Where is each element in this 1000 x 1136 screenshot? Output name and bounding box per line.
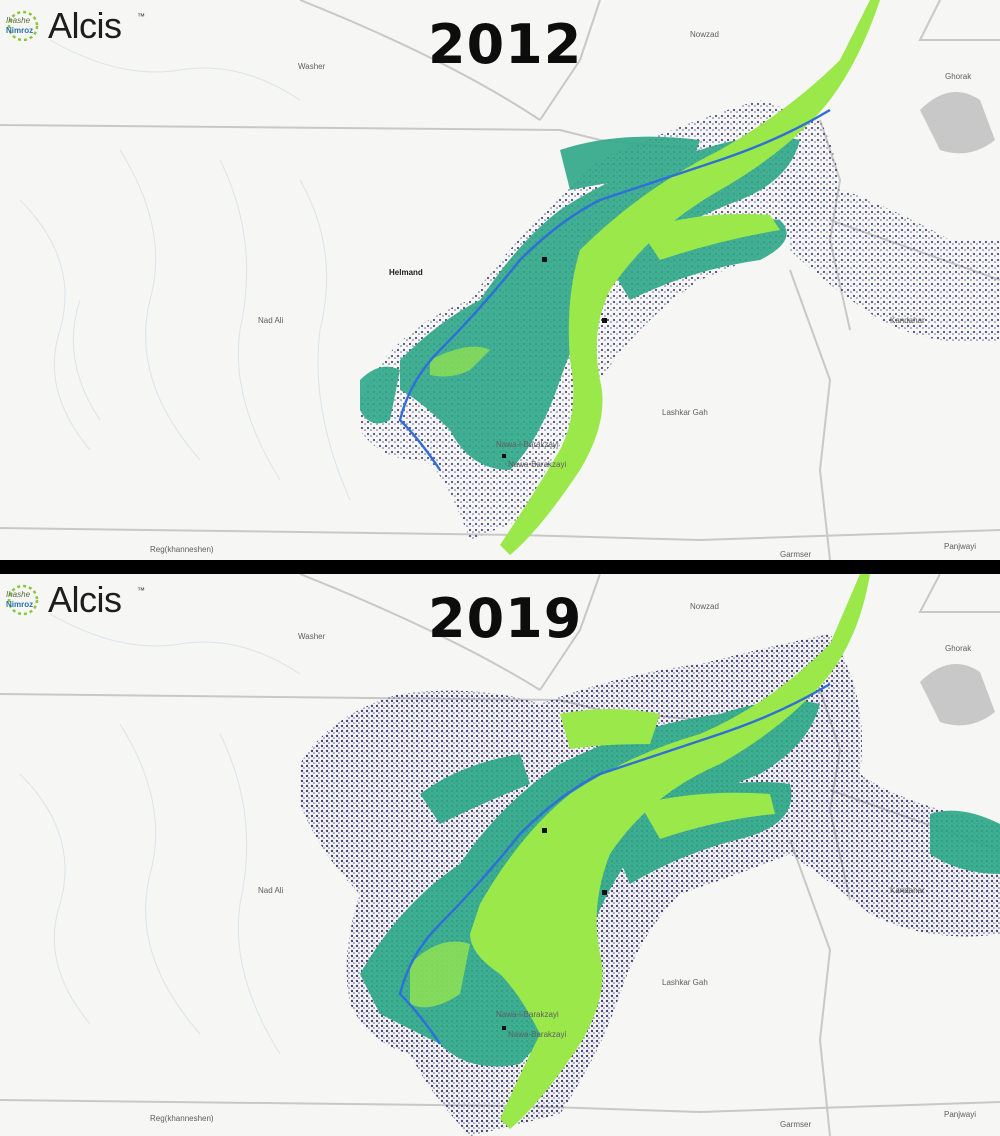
alcis-logo: Ihashe Nimroz Alcis ™ — [4, 580, 154, 620]
place-label-washer: Washer — [298, 632, 326, 641]
year-label: 2012 — [428, 13, 583, 76]
logo-subtext-top: Ihashe — [6, 16, 31, 25]
place-label-helmand: Helmand — [389, 268, 423, 277]
place-label-nawa-i-barakzayi: Nawa-i-Barakzayi — [496, 440, 559, 449]
cultivation-map-2012 — [0, 0, 1000, 560]
logo-wordmark: Alcis — [48, 5, 122, 46]
place-label-nawa-i-barakzayi: Nawa-i-Barakzayi — [496, 1010, 559, 1019]
alcis-logo-ring-icon — [7, 584, 39, 616]
place-label-nawa-barakzayi: Nawa-Barakzayi — [508, 1030, 567, 1039]
place-label-washer: Washer — [298, 62, 326, 71]
place-label-panjwayi: Panjwayi — [944, 542, 977, 551]
alcis-logo-ring-icon — [7, 10, 39, 42]
map-panel-2012: Ihashe Nimroz Alcis ™ 2012 Nowzad Washer… — [0, 0, 1000, 560]
place-label-nad-ali: Nad Ali — [258, 886, 284, 895]
logo-wordmark: Alcis — [48, 579, 122, 620]
panel-divider — [0, 560, 1000, 574]
place-label-kandahar: Kandahar — [890, 316, 925, 325]
place-label-garmser: Garmser — [780, 1120, 812, 1129]
place-label-ghorak: Ghorak — [945, 644, 972, 653]
place-label-nad-ali: Nad Ali — [258, 316, 284, 325]
alcis-logo: Ihashe Nimroz Alcis ™ — [4, 6, 154, 46]
place-label-lashkar-gah: Lashkar Gah — [662, 978, 708, 987]
place-label-nowzad: Nowzad — [690, 602, 719, 611]
logo-trademark: ™ — [137, 12, 145, 21]
logo-subtext-top: Ihashe — [6, 590, 31, 599]
map-panel-2019: Ihashe Nimroz Alcis ™ 2019 Nowzad Washer… — [0, 574, 1000, 1136]
logo-subtext-bottom: Nimroz — [6, 26, 34, 35]
place-label-kandahar: Kandahar — [890, 886, 925, 895]
place-label-ghorak: Ghorak — [945, 72, 972, 81]
logo-trademark: ™ — [137, 586, 145, 595]
place-label-reg: Reg(khanneshen) — [150, 1114, 214, 1123]
place-label-nawa-barakzayi: Nawa-Barakzayi — [508, 460, 567, 469]
logo-subtext-bottom: Nimroz — [6, 600, 34, 609]
place-label-panjwayi: Panjwayi — [944, 1110, 977, 1119]
cultivation-map-2019 — [0, 574, 1000, 1136]
place-label-reg: Reg(khanneshen) — [150, 545, 214, 554]
year-label: 2019 — [428, 587, 583, 650]
place-label-garmser: Garmser — [780, 550, 812, 559]
place-label-nowzad: Nowzad — [690, 30, 719, 39]
place-label-lashkar-gah: Lashkar Gah — [662, 408, 708, 417]
